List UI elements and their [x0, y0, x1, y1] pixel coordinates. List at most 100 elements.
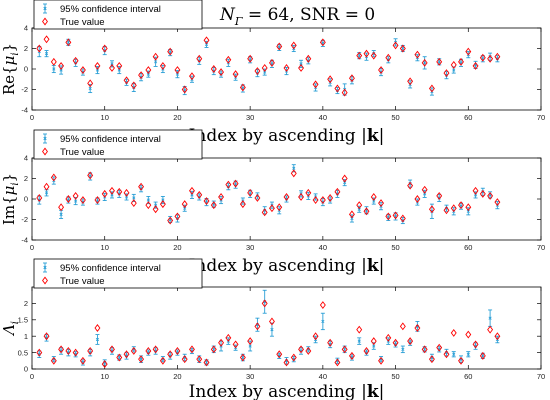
true-value-marker [407, 337, 414, 346]
plot-area [36, 289, 501, 369]
true-value-marker [196, 190, 203, 199]
true-value-marker [232, 340, 239, 349]
legend-true-symbol [42, 276, 48, 285]
y-axis-label-suffix: } [0, 43, 18, 53]
true-value-marker [167, 47, 174, 56]
x-tick-label: 40 [319, 372, 327, 381]
ci-center-b [495, 57, 499, 61]
y-tick-label: 0 [24, 195, 28, 204]
true-value-marker [450, 204, 457, 213]
x-tick-label: 70 [537, 243, 545, 252]
confidence-interval [400, 345, 405, 354]
true-value-marker [159, 61, 166, 70]
true-value-marker [79, 196, 86, 204]
ci-center-b [103, 48, 107, 53]
confidence-interval [466, 207, 471, 216]
ci-center-b [110, 193, 114, 197]
true-value-marker [392, 338, 399, 347]
true-value-marker [472, 61, 479, 70]
true-value-marker [421, 345, 428, 354]
ci-center-b [226, 185, 230, 189]
true-value-marker [94, 196, 101, 204]
true-value-marker [276, 350, 283, 359]
ci-center-b [95, 68, 100, 72]
legend-ci-x [43, 265, 47, 270]
ci-center-b [88, 86, 92, 91]
true-value-marker [290, 353, 297, 362]
figure-title-rest: = 64, SNR = 0 [243, 5, 376, 25]
ci-center-b [37, 198, 41, 202]
ci-center-b [161, 198, 165, 202]
y-tick-label: 2 [24, 44, 28, 53]
true-value-marker [94, 61, 101, 70]
true-value-marker [465, 330, 472, 339]
ci-center-b [248, 344, 252, 348]
x-tick-label: 10 [101, 243, 109, 252]
ci-center-b [124, 80, 129, 84]
true-value-marker [414, 195, 421, 203]
true-value-marker [356, 51, 363, 60]
true-value-marker [298, 345, 305, 354]
x-axis-label: Index by ascending |k| [189, 382, 385, 400]
ci-center-b [481, 190, 485, 194]
true-value-marker [298, 193, 305, 201]
confidence-interval [197, 56, 202, 65]
true-value-marker [363, 49, 370, 58]
true-value-marker [341, 174, 348, 183]
legend-label-ci: 95% confidence interval [60, 263, 161, 274]
ci-center-b [299, 62, 303, 66]
true-value-marker [152, 52, 159, 61]
confidence-interval [488, 52, 493, 61]
true-value-marker [58, 61, 65, 70]
ci-center-b [292, 166, 296, 170]
true-value-marker [276, 203, 283, 212]
confidence-interval [51, 64, 56, 74]
ci-center-b [255, 194, 259, 198]
true-value-marker [312, 332, 319, 341]
true-value-marker [203, 36, 210, 45]
y-axis-label-symbol: Λ [0, 324, 18, 337]
ci-center-b [44, 191, 49, 195]
ci-center-b [343, 347, 347, 351]
y-tick-label: -4 [21, 106, 28, 115]
ci-center-b [321, 200, 325, 204]
x-tick-label: 50 [391, 113, 399, 122]
confidence-interval [306, 57, 311, 65]
chart-panel-2: 0 10 20 30 40 50 60 70 -4 -2 0 2 4 Index by ascending… [0, 129, 545, 276]
confidence-interval [160, 195, 165, 205]
ci-center-b [117, 68, 121, 72]
confidence-interval [342, 179, 347, 187]
true-value-marker [268, 58, 275, 67]
true-value-marker [254, 322, 261, 331]
true-value-marker [319, 301, 326, 309]
true-value-marker [261, 208, 268, 217]
true-value-marker [65, 195, 72, 203]
ci-center-b [204, 360, 209, 365]
ci-center-b [175, 216, 180, 221]
true-value-marker [247, 188, 254, 197]
true-value-marker [458, 57, 464, 66]
true-value-marker [487, 54, 494, 63]
ci-center-b [66, 40, 70, 44]
x-axis-label: Index by ascending |k| [189, 256, 385, 276]
ci-center-b [263, 70, 267, 74]
true-value-marker [145, 347, 152, 355]
y-axis-label-suffix: } [0, 173, 18, 183]
true-value-marker [465, 203, 472, 212]
x-tick-label: 30 [246, 372, 254, 381]
true-value-marker [116, 353, 123, 362]
true-value-marker [399, 322, 406, 331]
legend-label-true: True value [60, 276, 105, 287]
true-value-marker [225, 333, 232, 342]
true-value-marker [261, 64, 268, 72]
true-value-marker [50, 173, 57, 182]
true-value-marker [276, 42, 283, 51]
true-value-marker [189, 186, 195, 195]
true-value-marker [479, 351, 486, 360]
ci-center-b [401, 218, 405, 223]
true-value-marker [65, 347, 72, 355]
confidence-interval [211, 345, 216, 354]
x-axis-label-vector: k [367, 382, 380, 400]
true-value-marker [385, 212, 392, 221]
legend-ci-symbol [43, 3, 47, 14]
